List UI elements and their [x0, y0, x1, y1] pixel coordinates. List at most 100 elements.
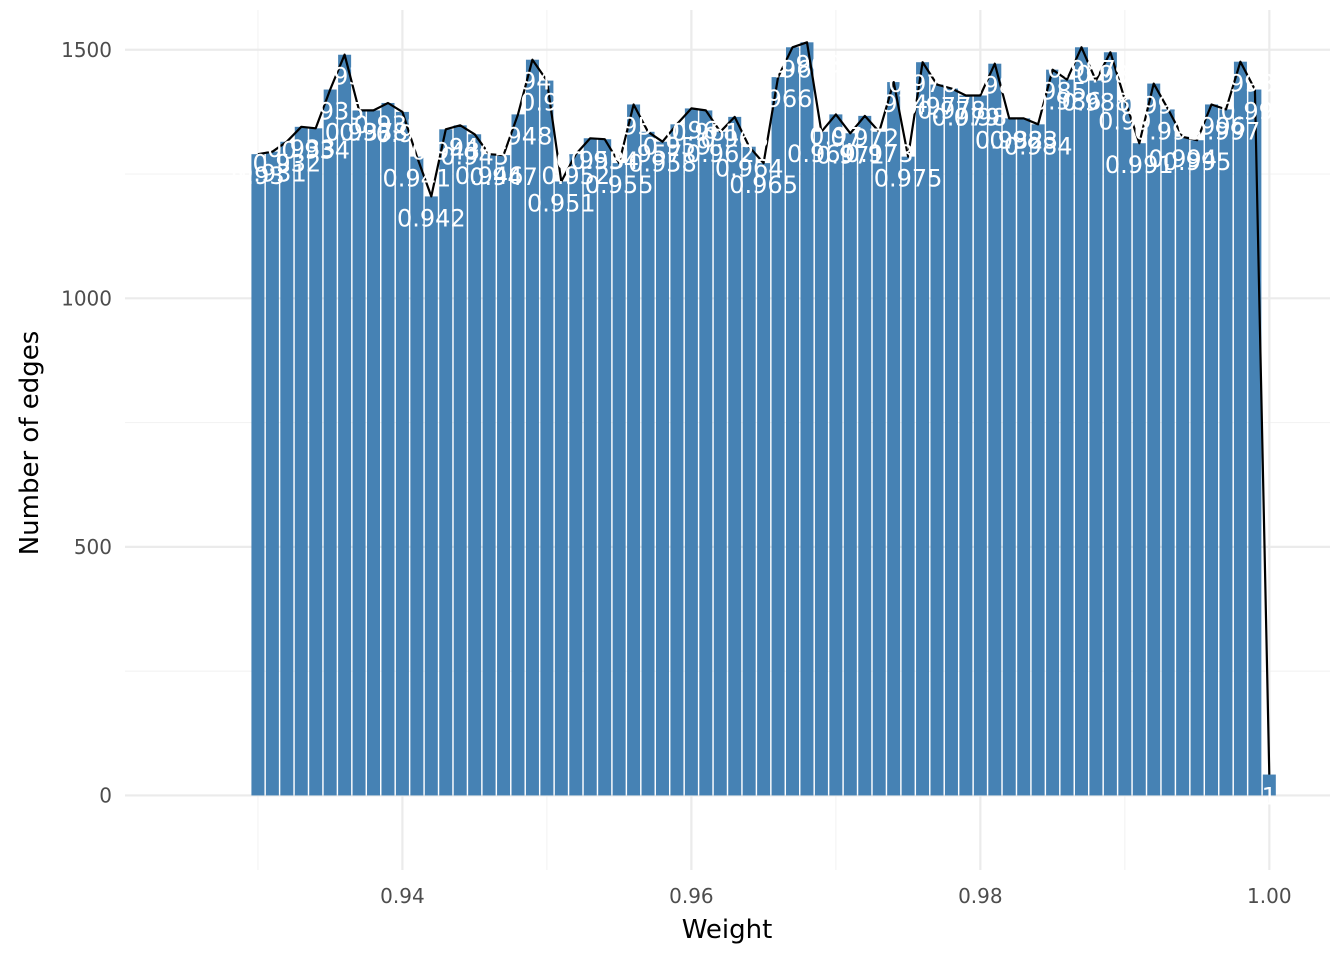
bars [251, 42, 1276, 796]
bar-label: 0.961 [671, 118, 740, 146]
bar-label: 0.958 [628, 150, 697, 178]
bar-label: 0.936 [310, 63, 379, 91]
bar-label: 0.996 [1177, 112, 1246, 140]
bar [424, 196, 438, 796]
bar [814, 131, 828, 796]
bar-label: 0.943 [411, 137, 480, 165]
bar-label: 0.932 [252, 150, 321, 178]
bar-label: 0.979 [932, 104, 1001, 132]
bar [655, 141, 669, 796]
bar-label: 0.987 [1047, 55, 1116, 83]
bar-label: 0.947 [469, 163, 538, 191]
bar-label: 0.997 [1192, 117, 1261, 145]
bar-label: 0.99 [1098, 107, 1151, 135]
bar-label: 0.975 [874, 165, 943, 193]
bar [713, 131, 727, 796]
bar [728, 116, 742, 796]
x-axis-title: Weight [682, 915, 773, 945]
bar [1089, 80, 1103, 796]
bar-label: 0.948 [484, 122, 553, 150]
bar-label: 0.983 [989, 126, 1058, 154]
bar-label: 0.968 [773, 50, 842, 78]
bar [930, 84, 944, 796]
bar-label: 0.959 [643, 132, 712, 160]
bar-label: 0.965 [729, 171, 798, 199]
bar [1132, 143, 1146, 796]
bar-label: 0.955 [585, 171, 654, 199]
bar-labels: 0.930.9310.9320.9330.9340.9350.9360.9370… [231, 50, 1289, 810]
bar-label: 0.981 [960, 72, 1029, 100]
bar [843, 133, 857, 796]
bar [887, 82, 901, 796]
bar [482, 154, 496, 796]
bar [381, 102, 395, 796]
bar-label: 0.934 [281, 136, 350, 164]
bar [670, 124, 684, 796]
bar [1118, 99, 1132, 796]
bar [699, 110, 713, 796]
trend-polyline [257, 41, 1271, 775]
bar-label: 0.953 [556, 146, 625, 174]
bar-label: 0.94 [376, 120, 429, 148]
bar-label: 0.935 [296, 98, 365, 126]
bar-label: 0.938 [339, 118, 408, 146]
bar [1147, 83, 1161, 796]
bar-label: 0.992 [1119, 92, 1188, 120]
bar [988, 63, 1002, 796]
bar [627, 104, 641, 796]
bar-label: 0.963 [700, 125, 769, 153]
bar [251, 154, 265, 796]
bar [497, 155, 511, 796]
bar [569, 154, 583, 796]
bar [1074, 47, 1088, 796]
bar-label: 0.93 [231, 162, 284, 190]
bar-label: 0.985 [1018, 78, 1087, 106]
bar [280, 141, 294, 796]
bar-label: 0.95 [520, 89, 573, 117]
x-tick-label: 0.96 [669, 884, 714, 908]
bar-label: 0.937 [325, 118, 394, 146]
bar [944, 88, 958, 796]
y-axis-title: Number of edges [15, 331, 45, 556]
bar [323, 89, 337, 796]
bar [554, 181, 568, 796]
bar [525, 59, 539, 796]
bar [511, 114, 525, 796]
bar [872, 131, 886, 796]
y-tick-label: 1500 [61, 38, 112, 62]
bar [829, 114, 843, 796]
bar [540, 80, 554, 796]
bar-label: 0.944 [426, 133, 495, 161]
bar [641, 131, 655, 796]
bar-label: 0.989 [1076, 60, 1145, 88]
bar-label: 0.964 [715, 155, 784, 183]
x-tick-label: 1.00 [1247, 884, 1292, 908]
bar-label: 0.972 [830, 124, 899, 152]
bar [1046, 69, 1060, 796]
bar [338, 54, 352, 796]
bar-label: 0.976 [888, 70, 957, 98]
bar [800, 42, 814, 796]
bar-label: 0.962 [686, 140, 755, 168]
bar [453, 125, 467, 796]
bar-label: 1 [1262, 783, 1277, 811]
bar [1262, 774, 1276, 796]
bar-label: 0.957 [614, 140, 683, 168]
bar [612, 163, 626, 796]
bar-label: 0.973 [845, 140, 914, 168]
bar-label: 0.995 [1163, 148, 1232, 176]
y-tick-label: 500 [74, 535, 112, 559]
bar-label: 0.939 [354, 111, 423, 139]
bar-label: 0.998 [1206, 70, 1275, 98]
bar [973, 95, 987, 796]
bar [1205, 104, 1219, 796]
bar [1017, 118, 1031, 796]
bar-label: 0.977 [903, 93, 972, 121]
bar [1103, 52, 1117, 796]
bar [265, 151, 279, 796]
bar-label: 0.931 [238, 160, 307, 188]
bar-label: 0.999 [1221, 98, 1290, 126]
bar [1060, 79, 1074, 796]
x-axis-ticks: 0.94 0.96 0.98 1.00 [380, 884, 1291, 908]
